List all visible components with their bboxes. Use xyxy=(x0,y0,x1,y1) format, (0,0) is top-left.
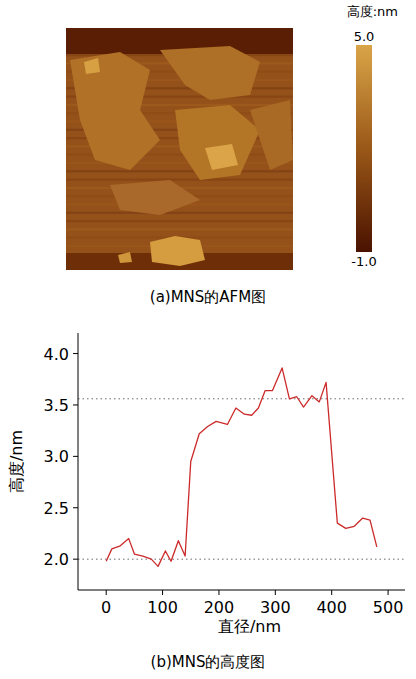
x-axis xyxy=(78,590,405,591)
afm-patch xyxy=(175,105,260,180)
afm-stripe xyxy=(66,179,293,181)
caption: (a)MNS的AFM图 xyxy=(150,288,266,306)
x-axis-title: 直径/nm xyxy=(218,617,281,636)
colorbar xyxy=(356,45,372,252)
y-tick-label: 4.0 xyxy=(44,345,69,364)
afm-patch xyxy=(118,252,132,263)
afm-patch xyxy=(110,180,200,215)
afm-stripe xyxy=(66,162,293,164)
x-tick xyxy=(106,590,107,595)
colorbar-tick-label: -1.0 xyxy=(351,254,376,269)
x-tick xyxy=(388,590,389,595)
y-tick xyxy=(73,507,78,508)
y-axis-title: 高度/nm xyxy=(7,430,26,493)
y-tick-label: 2.5 xyxy=(44,499,69,518)
afm-ground xyxy=(66,28,293,270)
afm-stripe xyxy=(66,228,293,230)
y-tick-label: 2.0 xyxy=(44,550,69,569)
afm-stripe xyxy=(66,220,293,222)
data-line xyxy=(106,368,377,566)
afm-stripe xyxy=(66,170,293,172)
y-tick-label: 3.0 xyxy=(44,447,69,466)
y-tick xyxy=(73,559,78,560)
x-tick-label: 100 xyxy=(147,598,178,617)
reference-line xyxy=(78,398,405,399)
x-tick-label: 0 xyxy=(101,598,111,617)
afm-patch xyxy=(205,144,238,170)
colorbar-title: 高度:nm xyxy=(347,4,398,19)
x-tick-label: 300 xyxy=(260,598,291,617)
y-tick xyxy=(73,353,78,354)
x-tick-label: 500 xyxy=(373,598,404,617)
caption: (b)MNS的高度图 xyxy=(151,653,266,671)
x-tick xyxy=(331,590,332,595)
colorbar-tick-label: 5.0 xyxy=(354,29,375,44)
afm-image xyxy=(66,28,293,270)
x-tick-label: 400 xyxy=(316,598,347,617)
line-panel: 2.0 2.5 3.0 3.5 4.0 0 100 200 300 400 500 直径/nm 高度/n… xyxy=(7,333,405,671)
afm-patch xyxy=(84,58,100,74)
y-tick-label: 3.5 xyxy=(44,396,69,415)
y-tick xyxy=(73,404,78,405)
afm-patch xyxy=(70,52,160,170)
afm-patch xyxy=(160,46,260,100)
reference-line xyxy=(78,559,405,560)
x-tick xyxy=(275,590,276,595)
afm-panel: 高度:nm 5.0 -1.0 (a)MNS的AFM图 xyxy=(66,4,398,306)
x-tick xyxy=(162,590,163,595)
figure: 高度:nm 5.0 -1.0 (a)MNS的AFM图 2.0 2.5 3.0 3.5 4.0 0 1… xyxy=(0,0,416,679)
plot-area xyxy=(106,368,377,566)
x-tick-label: 200 xyxy=(204,598,235,617)
afm-stripe xyxy=(66,212,293,214)
afm-patch xyxy=(250,100,293,170)
y-tick xyxy=(73,456,78,457)
y-axis xyxy=(78,333,79,590)
x-tick xyxy=(218,590,219,595)
afm-patch xyxy=(150,236,205,266)
